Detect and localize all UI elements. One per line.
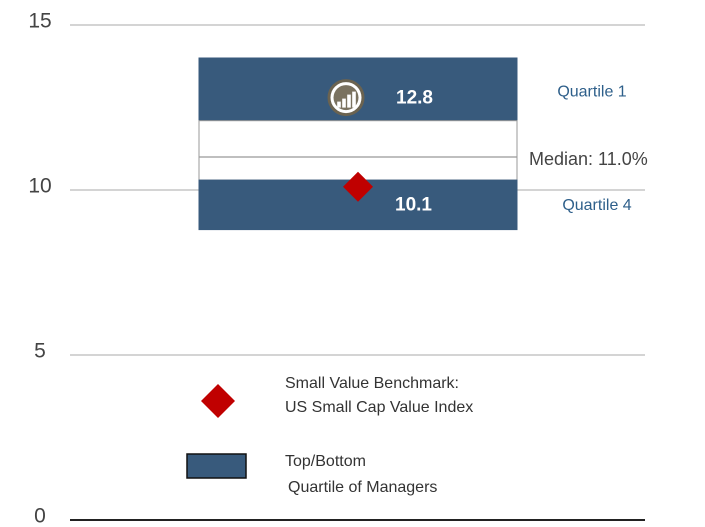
fund-icon-bar [352,91,356,108]
y-tick-label: 10 [28,175,51,198]
fund-icon-bar [342,98,346,108]
fund-icon-bar [337,101,341,108]
quartile-label: Quartile 1 [557,84,626,101]
fund-marker [327,79,365,117]
benchmark-value-label: 10.1 [395,195,432,216]
benchmark-marker [343,171,373,202]
legend-label: Top/Bottom [285,453,366,470]
legend-label: Small Value Benchmark: [285,375,459,392]
y-tick-label: 15 [28,10,51,33]
y-tick-label: 5 [34,340,46,363]
quartile-label: Quartile 4 [562,197,631,214]
legend-label: Quartile of Managers [288,479,437,496]
legend-swatch [201,384,235,418]
legend-label: US Small Cap Value Index [285,399,473,416]
fund-value-label: 12.8 [396,88,433,109]
quartile-segment [198,120,518,158]
legend-swatch [186,453,247,479]
median-label: Median: 11.0% [529,149,648,169]
y-tick-label: 0 [34,505,46,527]
fund-icon-bar [347,94,351,108]
